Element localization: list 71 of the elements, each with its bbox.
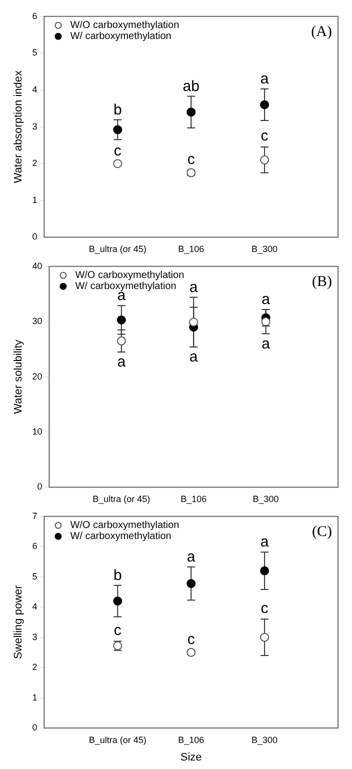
annotation: a (260, 534, 270, 551)
y-tick-label: 4 (32, 602, 38, 612)
x-tick-label: B_106 (180, 494, 207, 504)
y-tick-label: 1 (32, 194, 38, 205)
text: (A) (311, 24, 332, 40)
x-tick-label: B_106 (178, 244, 204, 254)
y-tick-label: 1 (32, 692, 38, 702)
y-tick-label: 3 (32, 632, 38, 642)
y-tick-label: 20 (32, 371, 42, 382)
annotation: a (189, 348, 198, 366)
y-tick-label: 40 (32, 260, 42, 271)
y-axis-title: Swelling power (12, 584, 25, 660)
annotation: a (117, 354, 126, 371)
x-tick-label: B_ultra (or 45) (92, 494, 150, 504)
x-tick-label: B_106 (178, 734, 204, 745)
annotation: c (260, 600, 269, 617)
y-tick-label: 3 (32, 121, 38, 132)
point (260, 155, 270, 164)
point (113, 596, 122, 606)
x-tick-label: B_300 (252, 734, 278, 745)
annotation: b (113, 566, 122, 584)
annotation: a (262, 335, 271, 352)
point (116, 336, 126, 346)
point (186, 108, 196, 117)
annotation: c (260, 128, 269, 145)
x-tick-label: B_300 (252, 494, 279, 504)
annotation: c (114, 622, 122, 639)
y-tick-label: 2 (32, 158, 38, 168)
annotation: a (186, 548, 196, 566)
y-axis-title: Water absorption index (12, 70, 25, 184)
legend-label: W/ carboxymethylation (70, 531, 172, 542)
legend-label: W/O carboxymethylation (75, 270, 184, 282)
x-tick-label: B_ultra (or 45) (88, 244, 146, 254)
point (260, 100, 270, 110)
y-tick-label: 0 (32, 722, 38, 732)
y-tick-label: 10 (32, 426, 42, 436)
annotation: c (187, 630, 196, 648)
annotation: a (260, 70, 270, 88)
annotation: ab (182, 78, 200, 95)
point (113, 159, 122, 168)
y-tick-label: 0 (32, 232, 38, 242)
point (261, 317, 270, 326)
annotation: c (187, 150, 196, 168)
y-tick-label: 6 (32, 10, 38, 21)
y-tick-label: 6 (32, 541, 38, 552)
x-tick-label: B_300 (252, 244, 278, 254)
y-tick-label: 7 (32, 510, 38, 521)
y-tick-label: 30 (32, 316, 42, 326)
y-tick-label: 4 (32, 84, 38, 94)
legend-label: W/O carboxymethylation (70, 20, 180, 32)
x-tick-label: B_ultra (or 45) (88, 734, 146, 745)
y-axis-title: Water solubility (12, 339, 25, 414)
y-tick-label: 5 (32, 571, 38, 582)
annotation: a (262, 291, 271, 308)
point (186, 579, 196, 588)
point (116, 315, 126, 324)
annotation: c (114, 142, 122, 160)
annotation: b (113, 101, 122, 118)
point (189, 318, 198, 327)
legend-label: W/O carboxymethylation (70, 520, 180, 532)
point (113, 125, 122, 134)
x-axis-title: Size (180, 751, 202, 764)
text: (C) (312, 524, 332, 540)
y-tick-label: 5 (32, 48, 38, 58)
point (260, 566, 270, 576)
point (260, 632, 270, 642)
y-tick-label: 2 (32, 662, 38, 672)
text: (B) (312, 274, 332, 290)
y-tick-label: 0 (37, 482, 42, 492)
annotation: a (189, 278, 198, 296)
legend-label: W/ carboxymethylation (70, 31, 172, 42)
